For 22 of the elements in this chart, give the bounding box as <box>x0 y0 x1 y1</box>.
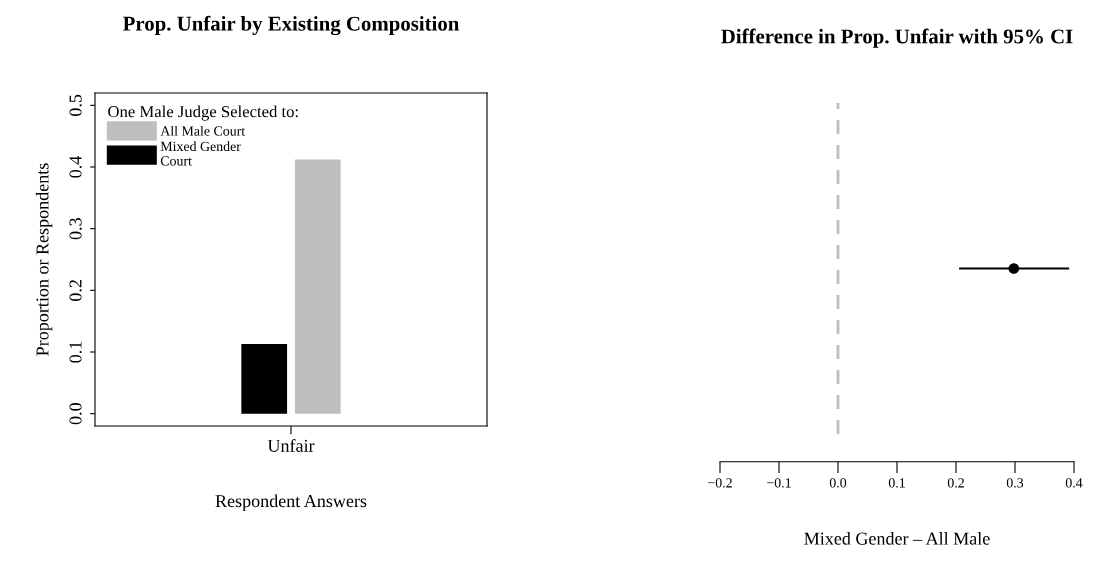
x-tick-label: 0.3 <box>1006 478 1024 488</box>
y-tick-label: 0.4 <box>69 156 82 178</box>
chart-title: Prop. Unfair by Existing Composition <box>123 15 460 36</box>
legend-label: All Male Court <box>160 125 246 136</box>
x-tick-label: 0.1 <box>888 478 905 488</box>
y-tick-label: 0.0 <box>69 403 82 425</box>
y-tick-label: 0.3 <box>69 218 82 240</box>
x-tick-label: 0.0 <box>829 478 847 488</box>
x-tick-label: 0.2 <box>947 478 964 488</box>
legend-label: Mixed Gender Court <box>160 141 241 166</box>
y-tick-label: 0.2 <box>69 280 82 301</box>
y-tick-label: 0.5 <box>69 94 82 116</box>
x-tick-label: 0.4 <box>1065 478 1083 488</box>
chart-title: Difference in Prop. Unfair with 95% CI <box>721 28 1073 48</box>
x-tick-label: −0.1 <box>767 478 791 488</box>
y-tick-label: 0.1 <box>69 341 82 363</box>
y-axis-title: Proportion or Respondents <box>35 163 53 356</box>
x-tick-label: Unfair <box>267 439 315 452</box>
x-tick-label: −0.2 <box>708 478 732 488</box>
x-axis-title: Respondent Answers <box>215 494 367 511</box>
x-axis-title: Mixed Gender – All Male <box>804 532 990 545</box>
legend-title: One Male Judge Selected to: <box>108 105 298 121</box>
